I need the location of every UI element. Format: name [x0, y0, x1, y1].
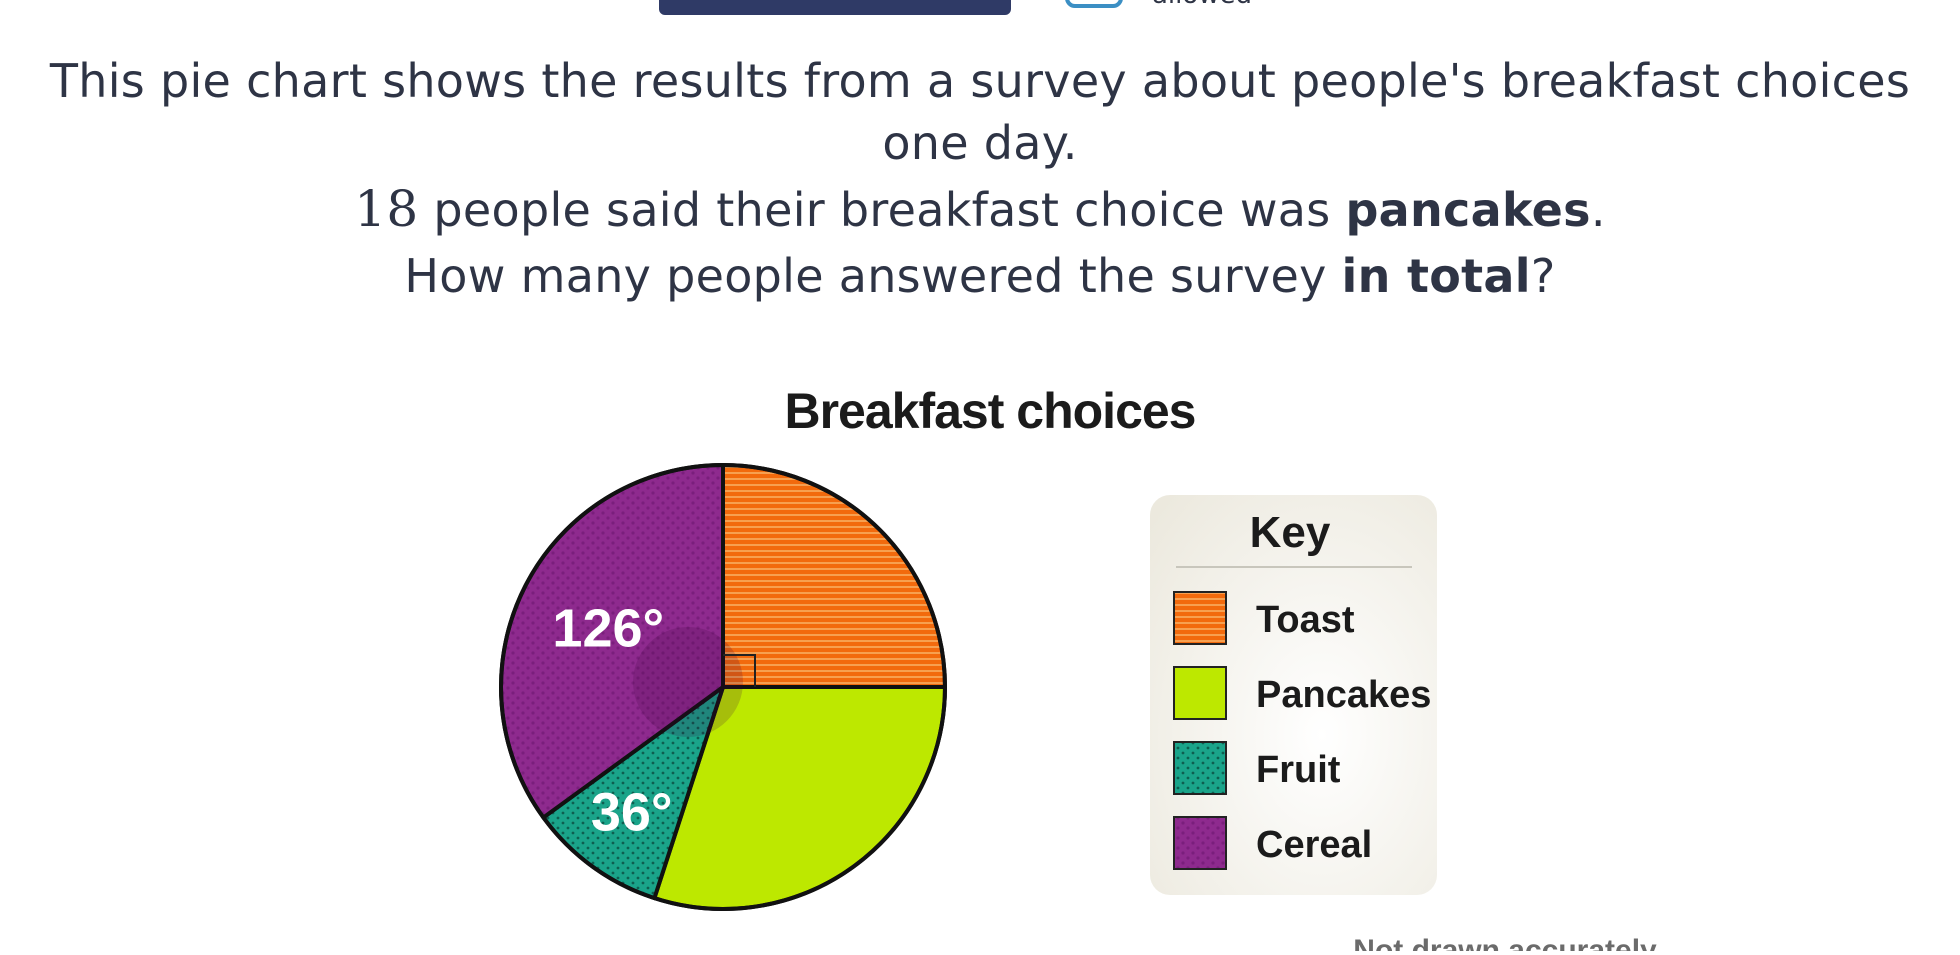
- pancakes-emphasis: pancakes: [1345, 183, 1591, 237]
- angle-label-cereal: 126°: [552, 599, 664, 659]
- legend-label-pancakes: Pancakes: [1256, 674, 1431, 716]
- pie-outline: [499, 463, 947, 911]
- question-text: This pie chart shows the results from a …: [0, 50, 1960, 307]
- submit-button[interactable]: [659, 0, 1011, 15]
- angle-label-fruit: 36°: [591, 783, 673, 843]
- legend-label-fruit: Fruit: [1256, 749, 1341, 791]
- legend-swatch-fruit: [1173, 741, 1227, 795]
- pancakes-count: 18: [354, 180, 419, 238]
- legend-title: Key: [1250, 508, 1331, 557]
- footnote: Not drawn accurately: [1353, 934, 1657, 951]
- question-line-1: This pie chart shows the results from a …: [49, 54, 1911, 170]
- legend-swatch-pancakes: [1173, 666, 1227, 720]
- legend-label-toast: Toast: [1256, 599, 1355, 641]
- legend-swatch-toast: [1173, 591, 1227, 645]
- question-line-2: 18 people said their breakfast choice wa…: [354, 180, 1606, 238]
- pie-slice-toast: [721, 463, 947, 689]
- legend-swatch-cereal: [1173, 816, 1227, 870]
- calculator-checkbox[interactable]: [1065, 0, 1123, 8]
- right-angle-marker: [723, 654, 756, 687]
- pie: 36° 126°: [499, 463, 947, 911]
- in-total-emphasis: in total: [1341, 249, 1531, 303]
- cereal-center-shadow: [633, 627, 743, 737]
- legend-label-cereal: Cereal: [1256, 824, 1372, 866]
- question-line-3: How many people answered the survey in t…: [404, 249, 1556, 303]
- legend-items: Toast Pancakes Fruit Cereal: [1173, 591, 1431, 870]
- calculator-allowed-label: allowed: [1152, 0, 1252, 10]
- chart-title: Breakfast choices: [784, 383, 1195, 439]
